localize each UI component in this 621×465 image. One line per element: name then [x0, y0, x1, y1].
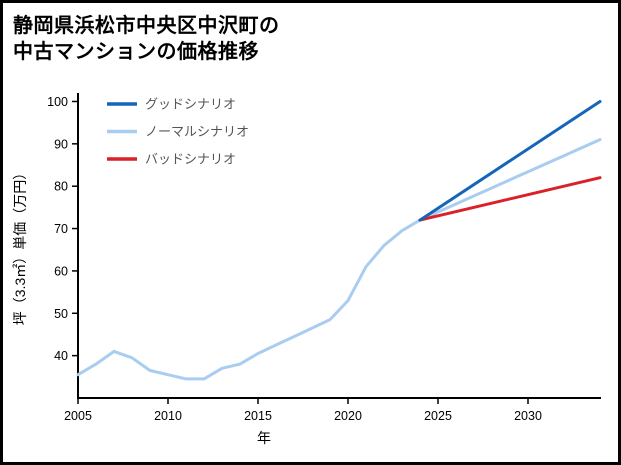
chart-title-line1: 静岡県浜松市中央区中沢町の — [13, 15, 280, 37]
x-tick-label: 2025 — [424, 409, 452, 423]
y-tick-label: 90 — [54, 137, 68, 151]
series-line-normal-scenario — [76, 138, 602, 381]
y-tick-label: 60 — [54, 264, 68, 278]
chart-title-line2: 中古マンションの価格推移 — [13, 41, 259, 63]
y-tick-label: 40 — [54, 349, 68, 363]
y-axis-ticks: 40 50 60 70 80 90 100 — [47, 95, 77, 363]
x-axis-label: 年 — [257, 430, 271, 446]
x-tick-label: 2015 — [244, 409, 272, 423]
chart-title: 静岡県浜松市中央区中沢町の 中古マンションの価格推移 — [13, 13, 280, 65]
x-axis-ticks: 2005 2010 2015 2020 2025 2030 — [64, 399, 542, 423]
series-line-bad-scenario — [418, 176, 602, 222]
series-line-good-scenario — [418, 100, 602, 222]
legend-label-normal-scenario: ノーマルシナリオ — [145, 124, 249, 139]
x-tick-label: 2020 — [334, 409, 362, 423]
x-tick-label: 2010 — [154, 409, 182, 423]
x-tick-label: 2005 — [64, 409, 92, 423]
y-tick-label: 70 — [54, 222, 68, 236]
y-tick-label: 100 — [47, 95, 68, 109]
y-tick-label: 50 — [54, 307, 68, 321]
price-trend-line-chart: 2005 2010 2015 2020 2025 2030 40 50 60 70 80 90 100 年… — [12, 93, 602, 446]
y-tick-label: 80 — [54, 180, 68, 194]
legend-label-bad-scenario: バッドシナリオ — [145, 152, 236, 167]
y-axis-label: 坪（3.3㎡）単価（万円） — [12, 166, 28, 325]
legend-label-good-scenario: グッドシナリオ — [145, 97, 236, 112]
x-tick-label: 2030 — [514, 409, 542, 423]
